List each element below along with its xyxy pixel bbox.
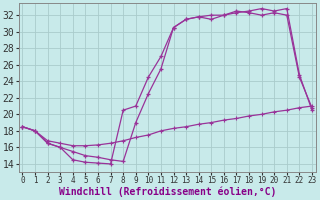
X-axis label: Windchill (Refroidissement éolien,°C): Windchill (Refroidissement éolien,°C) — [59, 187, 276, 197]
